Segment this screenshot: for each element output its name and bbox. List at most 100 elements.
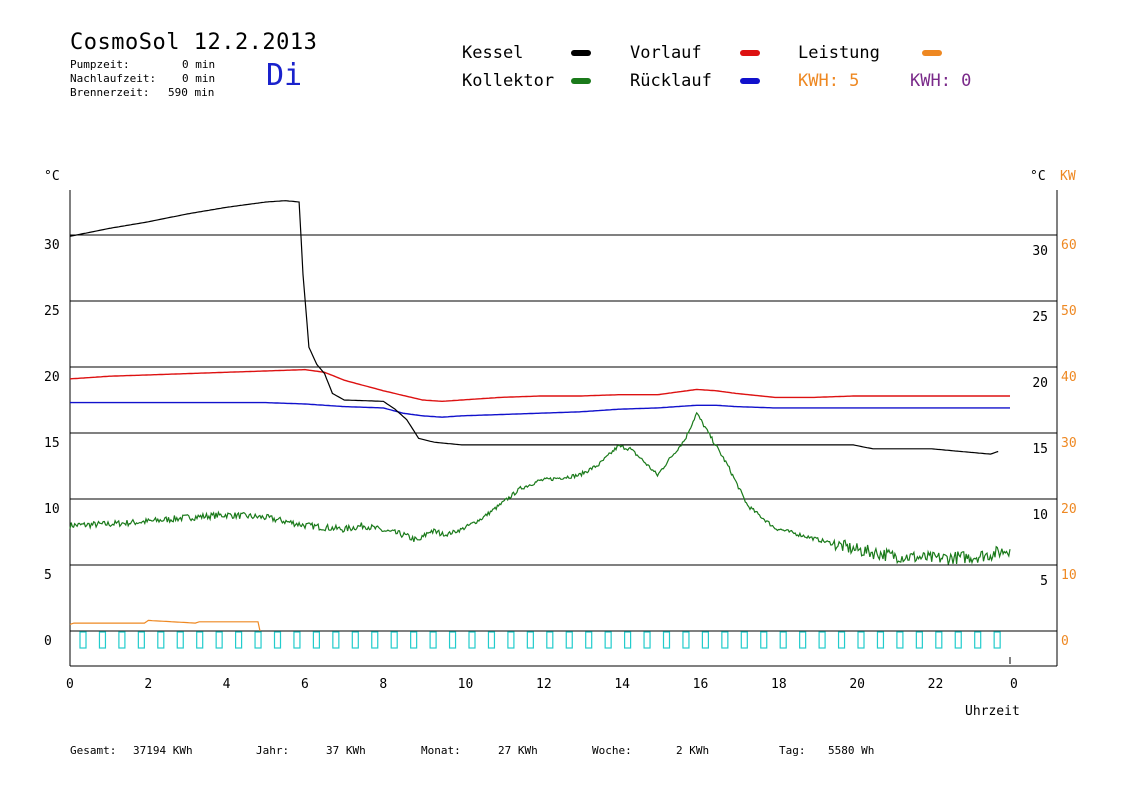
legend-vorlauf-swatch bbox=[740, 50, 760, 56]
y-right-tick-label: 25 bbox=[1032, 310, 1048, 325]
pump-marker bbox=[818, 631, 826, 649]
series-line-kessel bbox=[69, 200, 999, 455]
x-tick-label: 14 bbox=[614, 677, 630, 692]
pump-marker bbox=[682, 631, 690, 649]
pump-marker bbox=[118, 631, 126, 649]
weekday-label: Di bbox=[266, 58, 303, 93]
nachlaufzeit-value: 0 min bbox=[182, 72, 216, 85]
monat-value: 27 KWh bbox=[498, 744, 538, 757]
pump-marker bbox=[332, 631, 340, 649]
pump-marker bbox=[954, 631, 962, 649]
x-tick-label: 18 bbox=[771, 677, 787, 692]
legend-leistung-swatch bbox=[922, 50, 942, 56]
legend-kessel-swatch bbox=[571, 50, 591, 56]
pump-marker bbox=[876, 631, 885, 649]
pump-marker bbox=[254, 631, 262, 649]
left-unit-label: °C bbox=[44, 169, 60, 184]
pump-marker bbox=[235, 631, 243, 649]
pump-marker bbox=[157, 631, 165, 649]
x-tick-label: 10 bbox=[458, 677, 474, 692]
y-right-tick-label: 30 bbox=[1032, 244, 1048, 259]
pump-marker bbox=[273, 631, 282, 649]
kw-unit-label: KW bbox=[1060, 169, 1076, 184]
y-left-tick-label: 30 bbox=[44, 238, 60, 253]
pump-marker bbox=[779, 631, 787, 649]
pump-marker bbox=[915, 631, 923, 649]
series-line-kollektor bbox=[69, 411, 1011, 565]
y-left-tick-label: 5 bbox=[44, 568, 52, 583]
nachlaufzeit-label: Nachlaufzeit: bbox=[70, 72, 157, 85]
y-right-tick-label: 15 bbox=[1032, 442, 1048, 457]
gesamt-value: 37194 KWh bbox=[133, 744, 193, 757]
gesamt-label: Gesamt: bbox=[70, 744, 117, 757]
pump-marker bbox=[487, 631, 496, 649]
jahr-value: 37 KWh bbox=[326, 744, 366, 757]
y-kw-tick-label: 50 bbox=[1061, 304, 1077, 319]
pump-marker bbox=[623, 631, 632, 649]
legend-kollektor-label: Kollektor bbox=[462, 71, 555, 91]
y-kw-tick-label: 40 bbox=[1061, 370, 1077, 385]
y-left-tick-label: 10 bbox=[44, 502, 60, 517]
monat-label: Monat: bbox=[421, 744, 461, 757]
right-unit-label: °C bbox=[1030, 169, 1046, 184]
pump-marker bbox=[176, 631, 184, 649]
pump-marker bbox=[993, 631, 1001, 649]
pump-marker bbox=[98, 631, 107, 649]
x-tick-label: 2 bbox=[144, 677, 152, 692]
pumpzeit-value: 0 min bbox=[182, 58, 216, 71]
x-tick-label: 12 bbox=[536, 677, 552, 692]
pump-marker bbox=[526, 631, 534, 649]
pump-marker bbox=[857, 631, 865, 649]
pump-marker bbox=[351, 631, 359, 649]
pump-marker bbox=[507, 631, 515, 649]
series-line-rcklauf bbox=[70, 401, 1010, 418]
brennerzeit-label: Brennerzeit: bbox=[70, 86, 150, 99]
tag-value: 5580 Wh bbox=[828, 744, 875, 757]
x-tick-label: 16 bbox=[693, 677, 709, 692]
legend-kollektor-swatch bbox=[571, 78, 591, 84]
series-line-vorlauf bbox=[69, 368, 1010, 403]
x-tick-label: 4 bbox=[223, 677, 231, 692]
pumpzeit-label: Pumpzeit: bbox=[70, 58, 130, 71]
pump-marker bbox=[390, 631, 398, 649]
y-right-tick-label: 10 bbox=[1032, 508, 1048, 523]
pump-marker bbox=[740, 631, 748, 649]
y-kw-tick-label: 0 bbox=[1061, 634, 1069, 649]
x-tick-label: 0 bbox=[1010, 677, 1018, 692]
pump-marker bbox=[429, 631, 437, 649]
pump-marker bbox=[799, 631, 807, 649]
pump-marker bbox=[468, 631, 476, 649]
pump-marker bbox=[196, 631, 204, 649]
x-axis-label: Uhrzeit bbox=[965, 704, 1020, 719]
woche-label: Woche: bbox=[592, 744, 632, 757]
pump-marker bbox=[293, 631, 301, 649]
pump-marker bbox=[721, 631, 729, 649]
pump-marker bbox=[896, 631, 904, 649]
y-kw-tick-label: 10 bbox=[1061, 568, 1077, 583]
y-kw-tick-label: 30 bbox=[1061, 436, 1077, 451]
chart-title: CosmoSol 12.2.2013 bbox=[70, 30, 318, 55]
series-line-leistung bbox=[69, 619, 261, 632]
y-kw-tick-label: 20 bbox=[1061, 502, 1077, 517]
x-tick-label: 0 bbox=[66, 677, 74, 692]
y-right-tick-label: 5 bbox=[1040, 574, 1048, 589]
legend-ruecklauf-swatch bbox=[740, 78, 760, 84]
pump-marker bbox=[643, 631, 651, 649]
y-right-tick-label: 20 bbox=[1032, 376, 1048, 391]
pump-marker bbox=[935, 631, 943, 649]
pump-marker bbox=[371, 631, 379, 649]
legend-ruecklauf-label: Rücklauf bbox=[630, 71, 712, 91]
kwh-purple: KWH: 0 bbox=[910, 71, 972, 91]
jahr-label: Jahr: bbox=[256, 744, 290, 757]
y-left-tick-label: 25 bbox=[44, 304, 60, 319]
pump-marker bbox=[137, 631, 145, 649]
legend-vorlauf-label: Vorlauf bbox=[630, 43, 702, 63]
pump-marker bbox=[974, 631, 982, 649]
x-tick-label: 20 bbox=[849, 677, 865, 692]
pump-marker bbox=[215, 631, 223, 649]
x-tick-label: 8 bbox=[379, 677, 387, 692]
y-left-tick-label: 20 bbox=[44, 370, 60, 385]
pump-marker bbox=[565, 631, 573, 649]
legend-leistung-label: Leistung bbox=[798, 43, 880, 63]
